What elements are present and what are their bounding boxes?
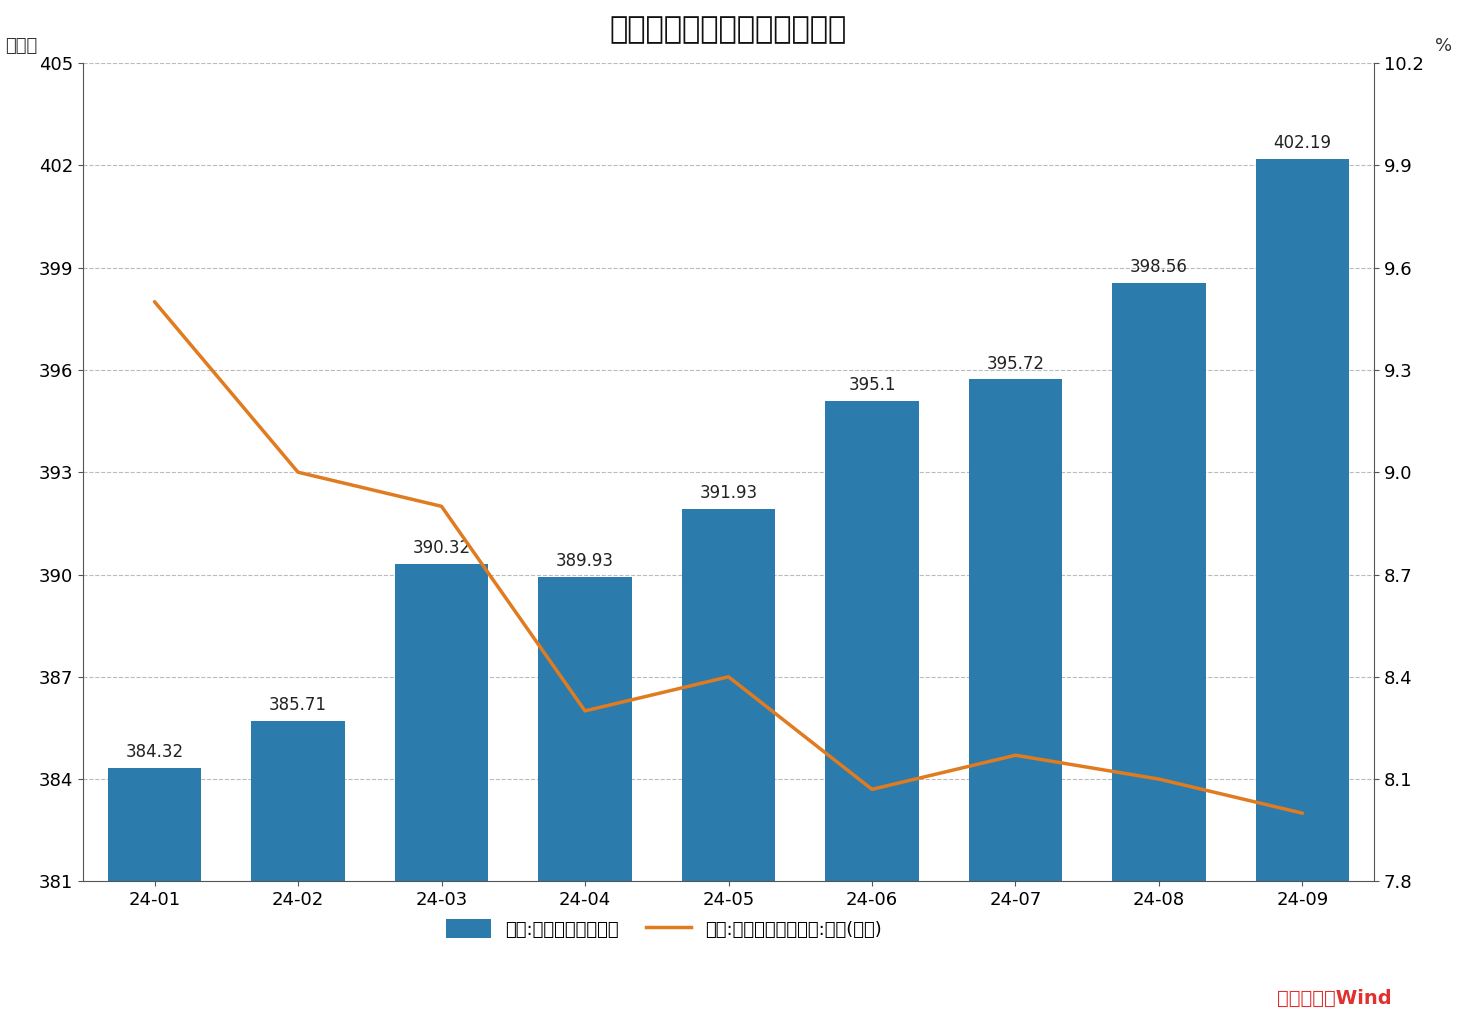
Bar	[539, 577, 632, 882]
Title: 社会融资规模存量及变化情况: 社会融资规模存量及变化情况	[610, 15, 847, 44]
Legend: 中国:社会融资规模存量, 中国:社会融资规模存量:同比(右轴): 中国:社会融资规模存量, 中国:社会融资规模存量:同比(右轴)	[439, 912, 889, 946]
Text: %: %	[1435, 37, 1451, 55]
Text: 402.19: 402.19	[1273, 134, 1332, 152]
Text: 384.32: 384.32	[125, 743, 184, 761]
Text: 389.93: 389.93	[557, 552, 613, 570]
Text: 385.71: 385.71	[270, 696, 326, 713]
Bar	[108, 768, 201, 882]
Bar	[1256, 159, 1349, 882]
Text: 万亿元: 万亿元	[6, 37, 38, 55]
Bar	[252, 721, 345, 882]
Bar	[1112, 282, 1205, 882]
Bar	[825, 401, 918, 882]
Bar	[969, 379, 1062, 882]
Bar	[395, 564, 488, 882]
Text: 395.1: 395.1	[848, 375, 896, 394]
Text: 390.32: 390.32	[412, 538, 471, 557]
Text: 395.72: 395.72	[986, 355, 1045, 372]
Text: 398.56: 398.56	[1131, 258, 1187, 275]
Text: 391.93: 391.93	[699, 484, 758, 502]
Text: 数据来源：Wind: 数据来源：Wind	[1276, 990, 1391, 1008]
Bar	[682, 508, 775, 882]
